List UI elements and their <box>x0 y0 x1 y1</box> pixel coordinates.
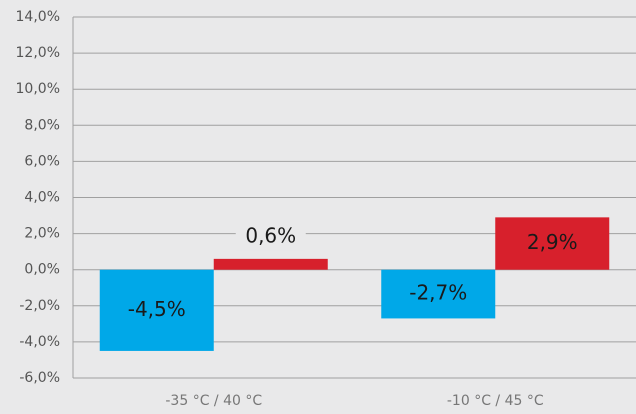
y-tick-label: 0,0% <box>24 262 60 278</box>
label-background <box>235 222 306 251</box>
y-tick-label: -4,0% <box>19 334 60 350</box>
bar <box>381 269 496 319</box>
y-tick-label: 14,0% <box>16 9 60 25</box>
y-tick-label: -2,0% <box>19 298 60 314</box>
bar <box>99 269 214 351</box>
y-tick-label: 12,0% <box>16 45 60 61</box>
y-tick-label: 2,0% <box>24 226 60 242</box>
data-label: 0,6% <box>245 223 296 247</box>
x-tick-label: -35 °C / 40 °C <box>165 393 262 409</box>
x-tick-label: -10 °C / 45 °C <box>447 393 544 409</box>
data-label: 2,9% <box>527 230 578 254</box>
data-label: -4,5% <box>128 297 186 321</box>
y-tick-label: -6,0% <box>19 370 60 386</box>
y-tick-label: 10,0% <box>16 81 60 97</box>
y-tick-label: 4,0% <box>24 190 60 206</box>
bar <box>495 217 610 270</box>
y-tick-label: 6,0% <box>24 153 60 169</box>
bar <box>213 258 328 270</box>
data-label: -2,7% <box>409 281 467 305</box>
y-tick-label: 8,0% <box>24 117 60 133</box>
